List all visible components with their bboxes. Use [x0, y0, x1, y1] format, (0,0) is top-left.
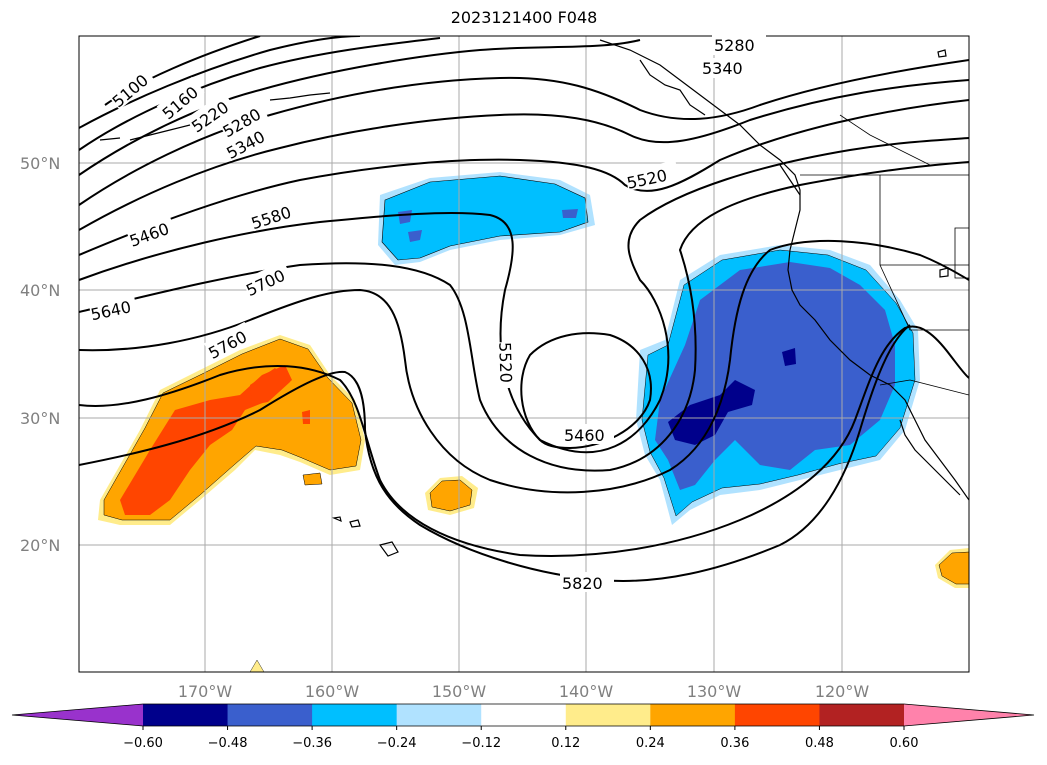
contour-label: 5340	[702, 59, 743, 78]
contour-label: 5460	[564, 426, 605, 445]
colorbar-tick-label: −0.36	[292, 736, 332, 751]
lon-label: 130°W	[687, 682, 742, 701]
colorbar-segment	[481, 704, 567, 726]
map-frame	[78, 35, 970, 673]
lat-label: 20°N	[20, 536, 60, 555]
colorbar-tick-label: 0.36	[720, 736, 749, 751]
colorbar-tick-label: −0.24	[377, 736, 417, 751]
lat-label: 40°N	[20, 281, 60, 300]
graticule	[79, 36, 969, 672]
contour-labels: 5100 5160 5220 5280 5340 5460 5580 5640 …	[88, 35, 766, 593]
map-title: 2023121400 F048	[450, 8, 598, 27]
lat-label: 50°N	[20, 154, 60, 173]
lon-label: 170°W	[178, 682, 233, 701]
colorbar-tick-label: −0.48	[208, 736, 248, 751]
lon-label: 120°W	[815, 682, 870, 701]
colorbar-tick-label: 0.60	[890, 736, 919, 751]
colorbar-extend-high	[904, 704, 1034, 726]
colorbar-segment	[143, 704, 229, 726]
shading-small-south	[249, 659, 265, 672]
colorbar-tick-label: −0.60	[123, 736, 163, 751]
shading-orange-hawaii	[425, 476, 478, 515]
lat-label: 30°N	[20, 409, 60, 428]
colorbar-segment	[227, 704, 313, 726]
latitude-labels: 50°N 40°N 30°N 20°N	[20, 154, 60, 555]
longitude-labels: 170°W 160°W 150°W 140°W 130°W 120°W	[178, 682, 870, 701]
shading-blue-south	[636, 245, 920, 525]
colorbar-tick-label: 0.48	[805, 736, 834, 751]
colorbar-segment	[650, 704, 736, 726]
shading-blue-north	[378, 172, 595, 265]
contour-label: 5280	[714, 36, 755, 55]
colorbar-ticks: −0.60 −0.48 −0.36 −0.24 −0.12 0.12 0.24 0.36 0.4…	[123, 726, 918, 751]
contour-label: 5460	[127, 219, 172, 251]
lon-label: 140°W	[559, 682, 614, 701]
colorbar-tick-label: 0.12	[551, 736, 580, 751]
lon-label: 150°W	[432, 682, 487, 701]
contour-label: 5520	[495, 342, 515, 383]
borders	[800, 114, 969, 396]
lon-label: 160°W	[305, 682, 360, 701]
colorbar-tick-label: −0.12	[461, 736, 501, 751]
colorbar-segment	[312, 704, 398, 726]
shading-orange-west	[98, 335, 365, 525]
contour-label: 5820	[562, 574, 603, 593]
shading-orange-southeast	[935, 548, 969, 588]
colorbar-tick-label: 0.24	[636, 736, 665, 751]
colorbar-segment	[396, 704, 482, 726]
colorbar-extend-low	[12, 704, 143, 726]
map-area	[79, 36, 969, 672]
colorbar-segment	[565, 704, 651, 726]
colorbar	[11, 703, 1035, 727]
colorbar-segment	[819, 704, 905, 726]
colorbar-segment	[734, 704, 820, 726]
